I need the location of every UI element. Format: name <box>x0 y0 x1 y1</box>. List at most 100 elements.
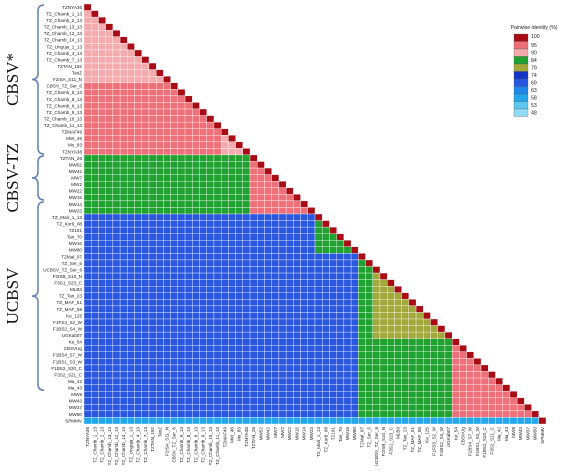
heatmap-cell <box>177 187 186 195</box>
heatmap-cell <box>379 305 388 313</box>
heatmap-cell <box>220 253 229 261</box>
heatmap-cell <box>278 305 287 313</box>
column-tick-label: MW80 <box>352 427 357 441</box>
heatmap-cell <box>141 200 150 208</box>
heatmap-cell <box>156 154 164 162</box>
heatmap-cell <box>112 305 121 313</box>
heatmap-cell <box>213 121 222 129</box>
heatmap-cell <box>184 404 193 412</box>
heatmap-cell <box>235 371 243 379</box>
heatmap-cell <box>408 377 417 385</box>
heatmap-cell <box>249 167 258 175</box>
heatmap-cell <box>437 371 446 379</box>
heatmap-cell <box>459 358 467 366</box>
heatmap-cell <box>278 371 287 379</box>
heatmap-cell <box>437 417 446 425</box>
heatmap-cell <box>350 338 359 346</box>
heatmap-cell <box>119 233 128 241</box>
heatmap-cell <box>285 299 294 307</box>
heatmap-cell <box>257 161 265 169</box>
heatmap-cell <box>105 141 114 149</box>
heatmap-cell <box>163 187 171 195</box>
heatmap-cell <box>98 43 106 51</box>
heatmap-cell <box>156 167 164 175</box>
row-tick-label: F1BS2_S20_C <box>51 366 82 371</box>
heatmap-cell <box>437 351 446 359</box>
heatmap-cell <box>387 299 395 307</box>
heatmap-cell <box>127 89 135 97</box>
heatmap-cell <box>372 358 381 366</box>
heatmap-cell <box>415 345 424 352</box>
row-tick-label: UCBSV_TZ_Ser_6 <box>43 267 82 272</box>
heatmap-cell <box>170 226 179 234</box>
heatmap-cell <box>119 404 128 412</box>
legend-tick-label: 90 <box>531 51 537 57</box>
heatmap-cell <box>480 364 489 372</box>
heatmap-cell <box>220 259 229 267</box>
heatmap-cell <box>105 331 114 339</box>
heatmap-cell <box>98 89 106 97</box>
heatmap-cell <box>350 286 359 293</box>
heatmap-cell <box>184 371 193 379</box>
heatmap-cell <box>271 207 280 215</box>
row-tick-label: TZ_Chamb_13_13 <box>44 25 83 30</box>
heatmap-cell <box>372 279 381 287</box>
heatmap-cell <box>278 272 287 280</box>
heatmap-cell <box>192 148 200 156</box>
heatmap-cell <box>134 69 142 77</box>
heatmap-cell <box>83 259 92 267</box>
heatmap-cell <box>83 89 92 97</box>
heatmap-cell <box>127 331 135 339</box>
heatmap-cell <box>83 266 92 274</box>
heatmap-cell <box>91 226 99 234</box>
heatmap-cell <box>98 417 106 425</box>
heatmap-cell <box>285 351 294 359</box>
heatmap-cell <box>257 272 265 280</box>
heatmap-cell <box>177 240 186 247</box>
heatmap-cell <box>264 391 272 398</box>
heatmap-cell <box>119 102 128 110</box>
legend-tick-label: 48 <box>531 111 537 117</box>
heatmap-cell <box>134 384 142 392</box>
heatmap-cell <box>119 318 128 326</box>
heatmap-cell <box>264 240 272 247</box>
heatmap-cell <box>134 410 142 418</box>
heatmap-cell <box>83 10 92 18</box>
heatmap-cell <box>516 410 525 418</box>
heatmap-cell <box>127 371 135 379</box>
heatmap-cell <box>134 161 142 169</box>
heatmap-cell <box>379 331 388 339</box>
heatmap-cell <box>293 272 301 280</box>
heatmap-cell <box>163 331 171 339</box>
heatmap-cell <box>394 410 402 418</box>
heatmap-cell <box>112 292 121 300</box>
legend-tick-label: 100 <box>531 34 540 40</box>
heatmap-cell <box>119 181 128 188</box>
heatmap-cell <box>192 161 200 169</box>
heatmap-cell <box>206 404 215 412</box>
heatmap-cell <box>336 246 345 254</box>
heatmap-cell <box>242 181 251 188</box>
heatmap-cell <box>242 305 251 313</box>
heatmap-cell <box>358 358 366 366</box>
heatmap-cell <box>105 312 114 320</box>
heatmap-cell <box>451 345 460 352</box>
heatmap-cell <box>91 16 99 24</box>
heatmap-cell <box>119 417 128 425</box>
heatmap-cell <box>141 56 150 64</box>
heatmap-cell <box>98 292 106 300</box>
heatmap-cell <box>257 292 265 300</box>
heatmap-cell <box>343 325 352 333</box>
heatmap-cell <box>83 56 92 64</box>
heatmap-cell <box>105 318 114 326</box>
heatmap-cell <box>257 226 265 234</box>
heatmap-cell <box>112 200 121 208</box>
row-tick-label: MW7 <box>71 176 82 181</box>
heatmap-cell <box>134 266 142 274</box>
heatmap-cell <box>394 397 402 405</box>
heatmap-cell <box>495 377 503 385</box>
heatmap-cell <box>105 161 114 169</box>
heatmap-cell <box>264 233 272 241</box>
heatmap-cell <box>156 292 164 300</box>
heatmap-cell <box>264 397 272 405</box>
